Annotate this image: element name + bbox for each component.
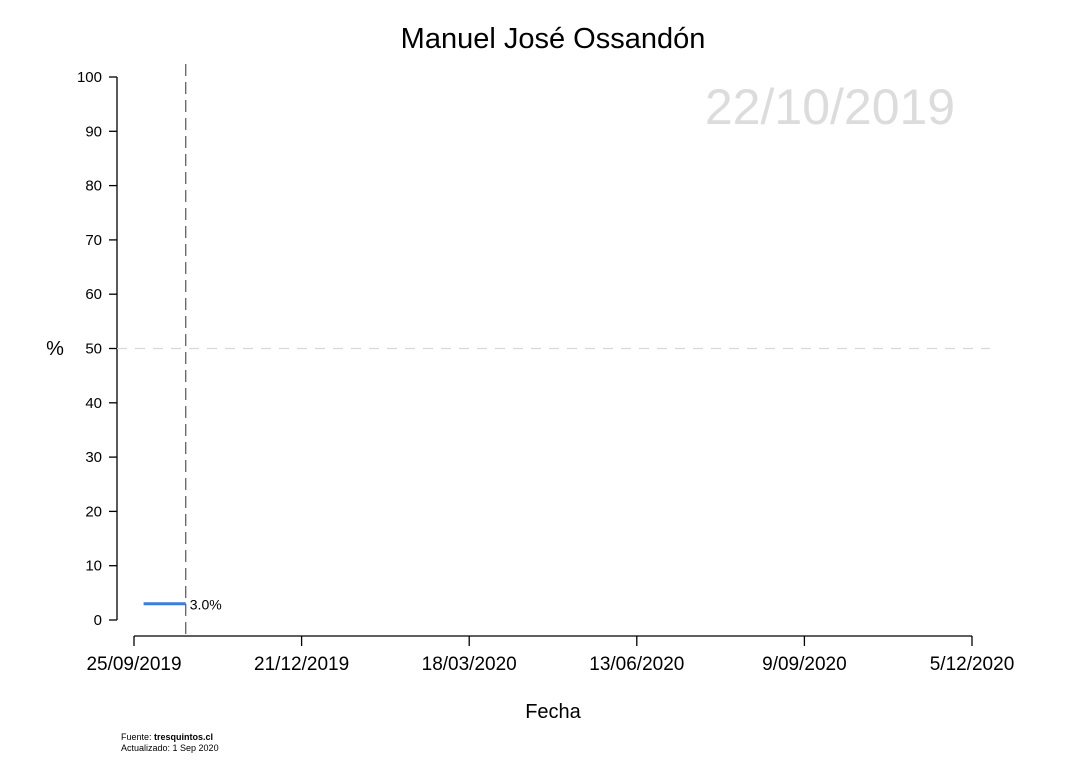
x-tick-label: 5/12/2020	[930, 654, 1015, 675]
y-tick-label: 70	[85, 232, 102, 249]
y-tick-label: 60	[85, 286, 102, 303]
series-end-label: 3.0%	[190, 597, 222, 613]
reference-lines	[117, 64, 990, 636]
watermark-date: 22/10/2019	[705, 79, 955, 135]
y-axis-ticks: 0 10 20 30 40 50 60 70 80 90 100	[77, 69, 117, 629]
footer-source-prefix: Fuente:	[121, 732, 155, 742]
x-tick-label: 25/09/2019	[86, 654, 181, 675]
x-tick-label: 9/09/2020	[762, 654, 847, 675]
y-tick-label: 80	[85, 178, 102, 195]
y-tick-label: 40	[85, 395, 102, 412]
x-axis-title: Fecha	[525, 701, 581, 723]
x-tick-label: 21/12/2019	[254, 654, 349, 675]
chart-title: Manuel José Ossandón	[401, 23, 706, 55]
y-tick-label: 90	[85, 123, 102, 140]
y-tick-label: 100	[77, 69, 102, 86]
footer: Fuente: tresquintos.cl Actualizado: 1 Se…	[121, 732, 219, 754]
y-tick-label: 30	[85, 449, 102, 466]
y-tick-label: 10	[85, 558, 102, 575]
y-axis-title: %	[46, 338, 64, 360]
x-axis-ticks: 25/09/2019 21/12/2019 18/03/2020 13/06/2020…	[86, 636, 1014, 675]
footer-updated: Actualizado: 1 Sep 2020	[121, 743, 219, 753]
footer-source-link[interactable]: tresquintos.cl	[154, 732, 214, 742]
y-tick-label: 20	[85, 503, 102, 520]
data-series: 3.0%	[143, 597, 222, 613]
x-tick-label: 18/03/2020	[422, 654, 517, 675]
footer-source: Fuente: tresquintos.cl	[121, 732, 219, 743]
y-tick-label: 50	[85, 341, 102, 358]
y-tick-label: 0	[94, 612, 102, 629]
x-tick-label: 13/06/2020	[589, 654, 684, 675]
